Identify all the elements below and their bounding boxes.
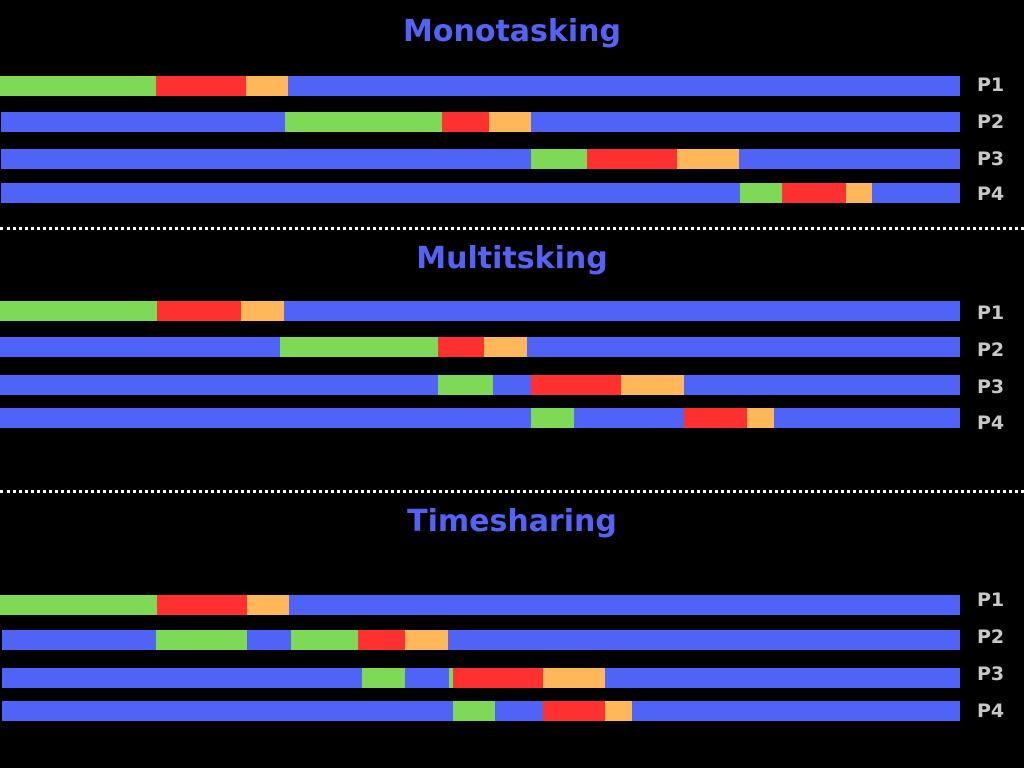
segment-cpu: [453, 701, 495, 721]
segment-wait: [289, 595, 960, 615]
segment-io: [157, 301, 241, 321]
segment-io: [543, 701, 605, 721]
process-label-p2: P2: [977, 626, 1005, 648]
segment-io: [157, 595, 247, 615]
segment-done: [247, 595, 289, 615]
process-label-p2: P2: [977, 111, 1005, 133]
segment-cpu: [156, 630, 247, 650]
timeline-bar: [1, 183, 960, 203]
segment-wait: [2, 668, 362, 688]
segment-done: [677, 149, 739, 169]
process-label-p2: P2: [977, 339, 1005, 361]
segment-io: [438, 337, 484, 357]
segment-cpu: [531, 149, 587, 169]
segment-wait: [684, 375, 960, 395]
timeline-bar: [1, 112, 960, 132]
timeline-bar: [0, 408, 960, 428]
segment-io: [531, 375, 621, 395]
segment-wait: [574, 408, 684, 428]
segment-cpu: [0, 76, 156, 96]
segment-wait: [495, 701, 543, 721]
segment-wait: [632, 701, 960, 721]
segment-cpu: [531, 408, 574, 428]
segment-done: [621, 375, 684, 395]
segment-wait: [1, 183, 740, 203]
segment-wait: [0, 337, 280, 357]
segment-done: [543, 668, 605, 688]
process-label-p1: P1: [977, 302, 1005, 324]
segment-cpu: [449, 668, 453, 688]
section-title-multitasking: Multitsking: [416, 241, 608, 276]
segment-io: [156, 76, 246, 96]
segment-wait: [247, 630, 291, 650]
timeline-bar: [0, 76, 960, 96]
segment-done: [489, 112, 531, 132]
segment-done: [246, 76, 288, 96]
segment-wait: [448, 630, 960, 650]
segment-done: [605, 701, 632, 721]
timeline-bar: [0, 301, 960, 321]
segment-wait: [1, 149, 531, 169]
timeline-bar: [1, 149, 960, 169]
segment-wait: [2, 701, 453, 721]
process-label-p3: P3: [977, 148, 1005, 170]
segment-done: [405, 630, 448, 650]
process-label-p1: P1: [977, 589, 1005, 611]
segment-io: [358, 630, 405, 650]
segment-done: [484, 337, 527, 357]
process-label-p3: P3: [977, 376, 1005, 398]
process-label-p4: P4: [977, 700, 1005, 722]
segment-io: [782, 183, 846, 203]
timeline-bar: [2, 668, 960, 688]
segment-wait: [774, 408, 960, 428]
segment-cpu: [0, 301, 157, 321]
segment-wait: [1, 112, 285, 132]
segment-cpu: [285, 112, 442, 132]
segment-wait: [0, 375, 438, 395]
timeline-bar: [2, 701, 960, 721]
segment-cpu: [0, 595, 157, 615]
process-label-p1: P1: [977, 74, 1005, 96]
segment-cpu: [438, 375, 493, 395]
segment-wait: [284, 301, 960, 321]
segment-cpu: [740, 183, 782, 203]
segment-io: [453, 668, 543, 688]
segment-done: [241, 301, 284, 321]
process-label-p4: P4: [977, 412, 1005, 434]
segment-done: [846, 183, 872, 203]
section-divider: [0, 490, 1024, 493]
section-title-timesharing: Timesharing: [407, 504, 617, 539]
timeline-bar: [0, 375, 960, 395]
segment-wait: [605, 668, 960, 688]
segment-io: [684, 408, 747, 428]
segment-wait: [739, 149, 960, 169]
segment-io: [442, 112, 489, 132]
segment-cpu: [291, 630, 358, 650]
section-title-monotasking: Monotasking: [403, 14, 621, 49]
section-divider: [0, 227, 1024, 230]
timeline-bar: [0, 595, 960, 615]
timeline-bar: [0, 337, 960, 357]
segment-wait: [493, 375, 531, 395]
segment-wait: [0, 408, 531, 428]
segment-wait: [405, 668, 449, 688]
process-label-p4: P4: [977, 183, 1005, 205]
segment-done: [747, 408, 774, 428]
segment-cpu: [280, 337, 438, 357]
segment-wait: [2, 630, 156, 650]
segment-cpu: [362, 668, 405, 688]
segment-wait: [527, 337, 960, 357]
segment-wait: [531, 112, 960, 132]
segment-wait: [288, 76, 960, 96]
segment-io: [587, 149, 677, 169]
timeline-bar: [2, 630, 960, 650]
process-label-p3: P3: [977, 663, 1005, 685]
segment-wait: [872, 183, 960, 203]
